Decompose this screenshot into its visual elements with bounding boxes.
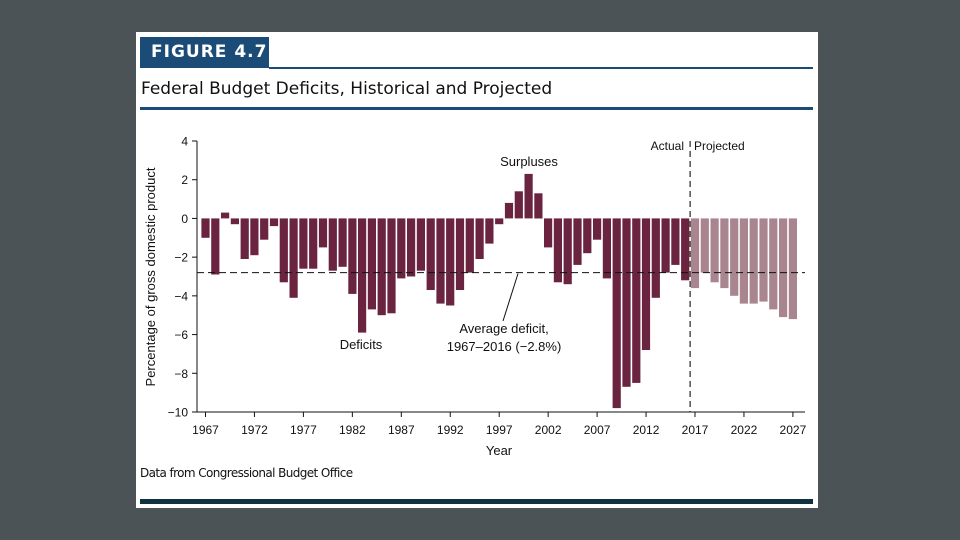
bar-actual-1998: [504, 202, 514, 219]
bar-actual-2014: [661, 218, 670, 273]
bar-actual-1974: [269, 218, 279, 227]
bar-actual-1992: [446, 218, 455, 306]
bar-actual-1999: [514, 191, 523, 219]
x-tick-label: 2002: [535, 423, 562, 437]
bar-actual-1981: [338, 218, 347, 267]
bar-actual-1970: [230, 218, 239, 225]
bar-projected-2027: [788, 218, 797, 320]
source-note: Data from Congressional Budget Office: [140, 466, 353, 480]
bar-actual-1982: [348, 218, 357, 294]
bar-actual-2008: [602, 218, 611, 279]
bar-actual-1972: [250, 218, 259, 256]
bar-actual-1967: [201, 218, 210, 238]
bar-projected-2017: [690, 218, 700, 289]
avg-deficit-label-line1: Average deficit,: [459, 321, 548, 336]
bar-actual-1995: [475, 218, 484, 259]
x-tick-label: 1977: [290, 423, 317, 437]
bar-projected-2019: [710, 218, 719, 283]
bar-projected-2024: [759, 218, 768, 302]
y-tick-label: −4: [174, 289, 188, 303]
bar-actual-1971: [240, 218, 249, 259]
bar-projected-2023: [749, 218, 758, 304]
bar-actual-2016: [681, 218, 690, 281]
bar-actual-2004: [563, 218, 572, 285]
x-tick-label: 1997: [486, 423, 513, 437]
bar-actual-1973: [260, 218, 269, 240]
bar-actual-1991: [436, 218, 445, 304]
bar-actual-2000: [524, 173, 533, 219]
footer-rule: [140, 499, 813, 504]
bar-actual-2006: [583, 218, 592, 254]
bar-projected-2025: [769, 218, 778, 310]
bar-actual-1968: [211, 218, 220, 275]
projected-label: Projected: [694, 139, 745, 153]
x-axis-label: Year: [486, 443, 513, 458]
bar-actual-1986: [387, 218, 396, 314]
x-tick-label: 1987: [388, 423, 415, 437]
bar-actual-1987: [397, 218, 406, 279]
bar-projected-2020: [720, 218, 729, 289]
average-deficit-leader: [502, 273, 519, 322]
bar-actual-1994: [465, 218, 474, 273]
y-tick-label: 2: [181, 173, 188, 187]
bar-actual-1977: [299, 218, 308, 269]
bar-actual-1996: [485, 218, 494, 244]
actual-label: Actual: [651, 139, 684, 153]
bar-actual-2010: [622, 218, 631, 387]
figure-title: Federal Budget Deficits, Historical and …: [141, 79, 553, 99]
bar-actual-1978: [309, 218, 318, 269]
annotation-deficits: Deficits: [340, 337, 383, 352]
bar-actual-2012: [641, 218, 651, 350]
x-tick-label: 1992: [437, 423, 464, 437]
x-tick-label: 2022: [731, 423, 758, 437]
x-tick-label: 1982: [339, 423, 366, 437]
bar-projected-2026: [779, 218, 788, 318]
avg-deficit-label-line2: 1967–2016 (−2.8%): [447, 339, 562, 354]
bar-actual-2015: [671, 218, 680, 265]
bar-actual-1989: [416, 218, 425, 271]
bar-actual-1990: [426, 218, 435, 290]
bar-actual-2002: [544, 218, 553, 248]
annotation-surpluses: Surpluses: [500, 154, 558, 169]
bar-actual-1988: [407, 218, 416, 277]
y-tick-label: −6: [174, 328, 188, 342]
y-tick-label: −10: [168, 406, 189, 420]
figure-label: FIGURE 4.7: [140, 37, 269, 68]
bar-actual-2003: [553, 218, 562, 283]
x-tick-label: 2012: [633, 423, 660, 437]
bar-actual-2007: [593, 218, 602, 240]
bar-actual-2013: [651, 218, 660, 298]
bar-actual-1976: [289, 218, 298, 298]
bar-actual-2011: [632, 218, 641, 383]
bar-actual-1983: [358, 218, 367, 333]
bar-actual-1969: [221, 212, 230, 219]
y-tick-label: 4: [181, 135, 188, 149]
title-rule: [140, 107, 813, 110]
x-tick-label: 2007: [584, 423, 611, 437]
bar-projected-2018: [700, 218, 709, 273]
bar-actual-2001: [534, 193, 543, 219]
x-tick-label: 2027: [780, 423, 807, 437]
bar-actual-1979: [318, 218, 328, 248]
bar-actual-1975: [279, 218, 288, 283]
bar-projected-2021: [730, 218, 739, 296]
y-tick-label: 0: [181, 212, 188, 226]
bar-actual-1984: [367, 218, 376, 310]
bar-actual-1980: [328, 218, 337, 271]
bar-projected-2022: [739, 218, 748, 304]
y-tick-label: −8: [174, 367, 188, 381]
bar-actual-1985: [377, 218, 386, 316]
y-axis-label: Percentage of gross domestic product: [143, 167, 158, 386]
x-tick-label: 1972: [241, 423, 268, 437]
bar-actual-1997: [495, 218, 504, 225]
x-tick-label: 2017: [682, 423, 709, 437]
bar-actual-2009: [612, 218, 621, 409]
bar-actual-1993: [455, 218, 465, 290]
y-tick-label: −2: [174, 251, 188, 265]
x-tick-label: 1967: [192, 423, 219, 437]
header-rule: [269, 67, 813, 69]
bar-actual-2005: [573, 218, 582, 265]
